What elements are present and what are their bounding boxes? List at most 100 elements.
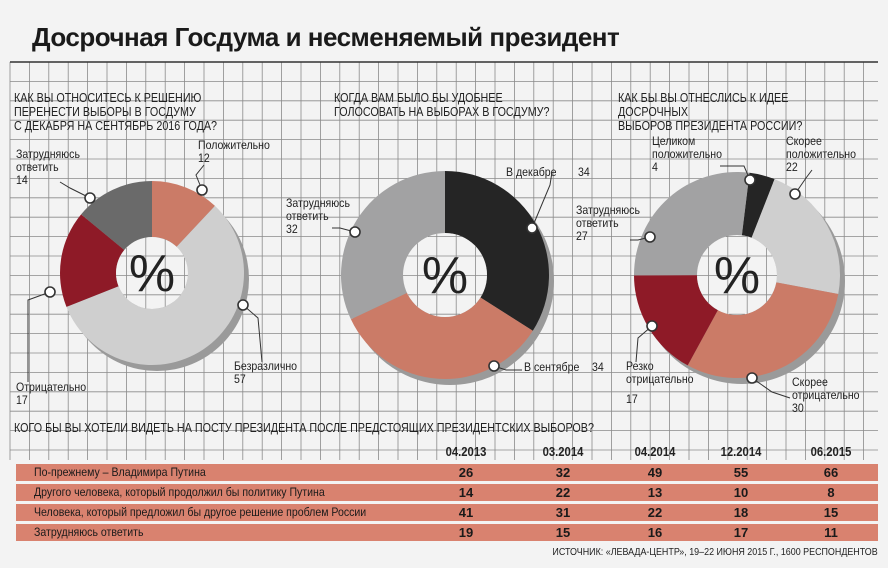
- table-row: Затрудняюсь ответить 19 15 16 17 11: [16, 524, 878, 541]
- donut-slice: [751, 179, 840, 294]
- percent-symbol: %: [129, 245, 175, 303]
- donut-slice: [350, 292, 533, 380]
- donut-slice: [445, 171, 549, 331]
- table-cell: 19: [458, 525, 474, 540]
- donut-chart-3: %: [630, 165, 845, 399]
- donut-slice: [66, 205, 245, 366]
- chart-1-label-unsure: Затрудняюсь ответить: [16, 147, 80, 174]
- donut-slice: [341, 171, 445, 320]
- donut-slice: [634, 172, 750, 276]
- table-row-label: Человека, который предложил бы другое ре…: [34, 505, 367, 519]
- table-column-header: 04.2013: [445, 445, 487, 459]
- source-note: ИСТОЧНИК: «ЛЕВАДА-ЦЕНТР», 19–22 ИЮНЯ 201…: [552, 546, 878, 558]
- chart-1-value-positive: 12: [198, 151, 210, 165]
- leader-line: [242, 304, 263, 363]
- chart-1-value-unsure: 14: [16, 173, 28, 187]
- donut-hole-grid: [403, 233, 487, 317]
- table-cell: 10: [733, 485, 749, 500]
- donut-hole-grid: [697, 236, 777, 315]
- leader-marker: [44, 286, 56, 298]
- table-cell: 11: [824, 525, 838, 540]
- table-row: По-прежнему – Владимира Путина 26 32 49 …: [16, 464, 878, 481]
- leader-line: [794, 169, 813, 195]
- page-title: Досрочная Госдума и несменяемый президен…: [32, 22, 620, 52]
- table-cell: 16: [647, 525, 663, 540]
- table-cell: 41: [458, 505, 474, 520]
- table-cell: 8: [827, 485, 835, 500]
- percent-symbol: %: [714, 247, 760, 305]
- chart-2-value-unsure: 32: [286, 222, 298, 236]
- leader-marker: [526, 222, 538, 234]
- leader-marker: [84, 192, 96, 204]
- chart-3-value-fully-positive: 4: [652, 160, 658, 174]
- chart-3-label-unsure: Затрудняюсь ответить: [576, 203, 640, 230]
- chart-3-value-rather-negative: 30: [792, 401, 804, 415]
- chart-2-value-december: 34: [578, 165, 590, 179]
- chart-3-label-rather-positive: Скорее положительно: [786, 134, 856, 161]
- chart-3-label-strongly-negative: Резко отрицательно: [626, 359, 694, 386]
- table-cell: 15: [823, 505, 839, 520]
- leader-line: [635, 325, 653, 363]
- leader-line: [751, 377, 791, 399]
- leader-line: [59, 181, 91, 199]
- chart-2-value-september: 34: [592, 360, 604, 374]
- donut-chart-2: %: [332, 171, 554, 385]
- table-cell: 66: [823, 465, 839, 480]
- donut-slice: [634, 275, 718, 366]
- table-cell: 17: [733, 525, 749, 540]
- leader-line: [27, 291, 51, 382]
- table-column-header: 12.2014: [720, 445, 762, 459]
- donut-chart-1: %: [27, 164, 263, 382]
- table-cell: 55: [733, 465, 749, 480]
- chart-3-value-rather-positive: 22: [786, 160, 798, 174]
- leader-marker: [349, 226, 361, 238]
- table-cell: 18: [733, 505, 749, 520]
- table-question: КОГО БЫ ВЫ ХОТЕЛИ ВИДЕТЬ НА ПОСТУ ПРЕЗИД…: [14, 421, 594, 435]
- table-column-header: 04.2014: [634, 445, 676, 459]
- table-row: Человека, который предложил бы другое ре…: [16, 504, 878, 521]
- chart-3-question: КАК БЫ ВЫ ОТНЕСЛИСЬ К ИДЕЕ ДОСРОЧНЫХ ВЫБ…: [618, 91, 803, 133]
- table-cell: 15: [555, 525, 571, 540]
- table-cell: 22: [555, 485, 571, 500]
- chart-3-label-fully-positive: Целиком положительно: [652, 134, 722, 161]
- table-cell: 31: [555, 505, 571, 520]
- leader-marker: [196, 184, 208, 196]
- donut-slice: [81, 181, 152, 251]
- leader-marker: [789, 188, 801, 200]
- table-row-label: Другого человека, который продолжил бы п…: [34, 485, 325, 499]
- leader-marker: [237, 299, 249, 311]
- leader-marker: [488, 360, 500, 372]
- donut-hole-grid: [116, 237, 188, 309]
- table-cell: 49: [647, 465, 663, 480]
- table-row-label: По-прежнему – Владимира Путина: [34, 465, 206, 479]
- chart-3-value-unsure: 27: [576, 229, 588, 243]
- table-column-header: 06.2015: [810, 445, 852, 459]
- chart-2-label-december: В декабре: [506, 165, 557, 179]
- chart-1-question: КАК ВЫ ОТНОСИТЕСЬ К РЕШЕНИЮ ПЕРЕНЕСТИ ВЫ…: [14, 91, 218, 133]
- chart-2-question: КОГДА ВАМ БЫЛО БЫ УДОБНЕЕ ГОЛОСОВАТЬ НА …: [334, 91, 550, 119]
- leader-line: [531, 171, 553, 229]
- chart-1-label-positive: Положительно: [198, 138, 270, 152]
- leader-marker: [746, 372, 758, 384]
- table-cell: 26: [458, 465, 474, 480]
- table-row: Другого человека, который продолжил бы п…: [16, 484, 878, 501]
- table-header: 04.2013 03.2014 04.2014 12.2014 06.2015: [0, 445, 888, 461]
- leader-marker: [644, 231, 656, 243]
- table-row-label: Затрудняюсь ответить: [34, 525, 144, 539]
- table-cell: 13: [647, 485, 663, 500]
- chart-2-label-september: В сентябре: [524, 360, 580, 374]
- donut-hole: [116, 237, 188, 309]
- leader-marker: [646, 320, 658, 332]
- chart-3-label-rather-negative: Скорее отрицательно: [792, 375, 860, 402]
- table-column-header: 03.2014: [542, 445, 584, 459]
- donut-charts: %%%: [27, 164, 845, 399]
- chart-1-label-indifferent: Безразлично: [234, 359, 298, 373]
- donut-slice: [741, 172, 775, 238]
- chart-1-label-negative: Отрицательно: [16, 380, 87, 394]
- leader-marker: [744, 174, 756, 186]
- chart-1-value-indifferent: 57: [234, 372, 246, 386]
- donut-slice: [687, 282, 839, 378]
- donut-slice: [152, 181, 215, 247]
- chart-3-value-strongly-negative: 17: [626, 392, 638, 406]
